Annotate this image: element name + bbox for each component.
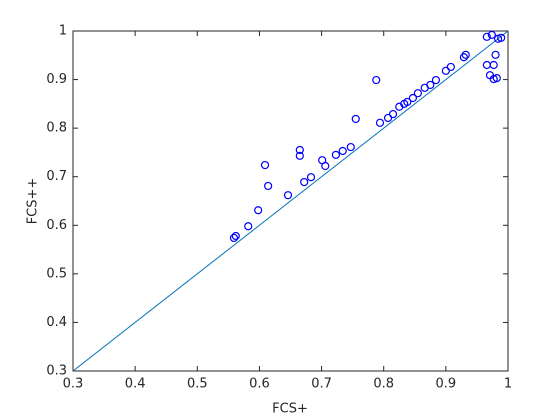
reference-line [72,30,509,372]
scatter-point [264,181,273,191]
scatter-point [372,75,381,85]
scatter-point [413,89,422,98]
scatter-point [306,173,316,182]
y-tick-label: 0.4 [46,315,67,330]
scatter-point [351,114,360,124]
scatter-point [260,160,270,170]
scatter-point [459,53,468,62]
x-tick-label: 0.3 [63,377,84,392]
scatter-point [338,146,347,156]
x-tick-label: 1 [504,377,512,392]
scatter-point [283,191,293,200]
scatter-point [331,150,340,159]
scatter-point [375,118,385,127]
scatter-point [300,177,309,187]
y-tick-label: 0.6 [46,218,67,233]
scatter-point [426,80,435,90]
scatter-point [295,145,304,155]
scatter-point [491,50,500,59]
x-tick-label: 0.8 [373,377,394,392]
x-tick-label: 0.9 [436,377,457,392]
scatter-point [295,151,304,160]
x-tick-label: 0.4 [125,377,146,392]
scatter-point [497,33,506,42]
scatter-point [492,74,501,83]
x-axis-label: FCS+ [272,402,308,417]
scatter-point [408,93,418,103]
scatter-point [321,161,330,171]
x-tick-label: 0.7 [311,377,332,392]
scatter-point [461,50,470,59]
y-tick-label: 0.5 [46,266,67,281]
x-tick-label: 0.5 [187,377,208,392]
scatter-point [388,109,398,119]
scatter-point [482,32,491,41]
scatter-point [254,206,263,215]
y-axis-label: FCS++ [26,178,41,225]
y-tick-label: 0.3 [46,364,67,379]
y-tick-label: 0.9 [46,72,67,87]
scatter-point [229,233,239,243]
scatter-point [441,66,450,75]
scatter-point [489,60,498,70]
scatter-point [431,75,441,85]
scatter-point [403,97,412,107]
y-tick-label: 0.8 [46,121,67,136]
scatter-point [346,142,355,152]
scatter-point [446,62,455,72]
x-tick-label: 0.6 [249,377,270,392]
scatter-point [244,222,253,231]
scatter-point [383,113,393,123]
scatter-point [487,30,496,39]
scatter-point [231,231,240,241]
y-tick-label: 1 [59,24,67,39]
y-tick-label: 0.7 [46,169,67,184]
